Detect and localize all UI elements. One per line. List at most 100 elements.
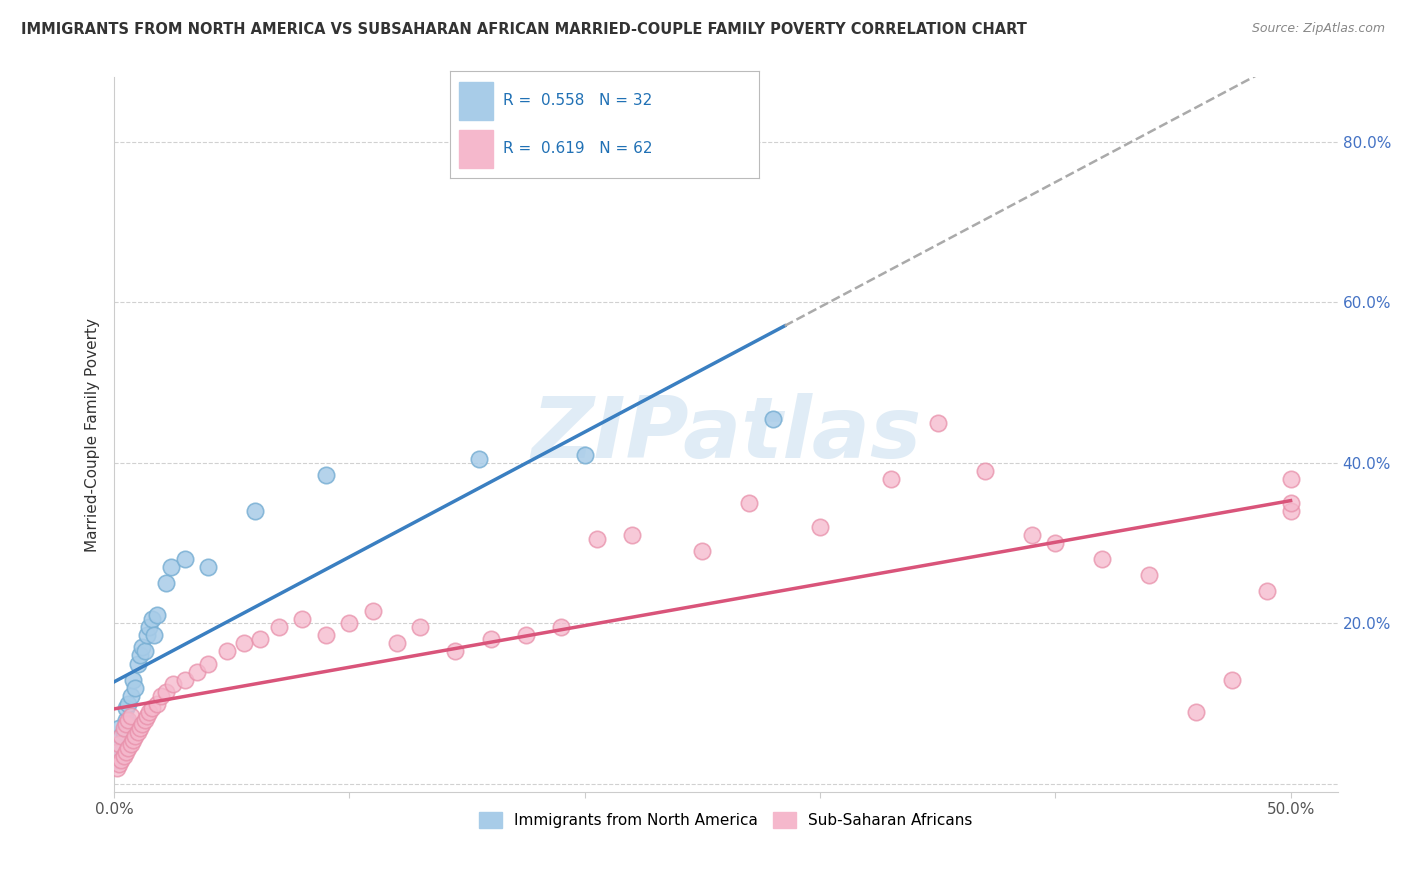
- Point: [120, 737, 142, 751]
- Point: [112, 724, 135, 739]
- Text: Source: ZipAtlas.com: Source: ZipAtlas.com: [1251, 22, 1385, 36]
- Point: [108, 756, 131, 771]
- Point: [115, 716, 138, 731]
- Point: [479, 632, 502, 647]
- Point: [117, 716, 139, 731]
- Point: [692, 544, 714, 558]
- Point: [808, 520, 831, 534]
- Point: [620, 528, 643, 542]
- Point: [115, 700, 138, 714]
- Point: [105, 753, 128, 767]
- Point: [762, 411, 785, 425]
- Point: [141, 700, 163, 714]
- Text: R =  0.619   N = 62: R = 0.619 N = 62: [502, 142, 652, 156]
- Legend: Immigrants from North America, Sub-Saharan Africans: Immigrants from North America, Sub-Sahar…: [472, 806, 979, 834]
- Text: ZIPatlas: ZIPatlas: [531, 393, 921, 476]
- Point: [197, 657, 219, 671]
- Point: [173, 673, 195, 687]
- Point: [112, 721, 135, 735]
- Point: [129, 721, 152, 735]
- Point: [315, 467, 337, 482]
- Point: [574, 448, 596, 462]
- Point: [927, 416, 949, 430]
- Point: [1256, 584, 1278, 599]
- Point: [515, 628, 537, 642]
- Bar: [460, 130, 494, 168]
- Point: [155, 684, 177, 698]
- Point: [973, 464, 995, 478]
- Point: [127, 657, 149, 671]
- Point: [105, 732, 128, 747]
- Point: [1279, 504, 1302, 518]
- Point: [117, 697, 139, 711]
- Point: [117, 713, 139, 727]
- Text: R =  0.558   N = 32: R = 0.558 N = 32: [502, 94, 652, 108]
- Text: IMMIGRANTS FROM NORTH AMERICA VS SUBSAHARAN AFRICAN MARRIED-COUPLE FAMILY POVERT: IMMIGRANTS FROM NORTH AMERICA VS SUBSAHA…: [21, 22, 1026, 37]
- Point: [385, 636, 408, 650]
- Point: [1185, 705, 1208, 719]
- Point: [550, 620, 572, 634]
- Point: [120, 689, 142, 703]
- Point: [124, 729, 146, 743]
- Point: [145, 697, 167, 711]
- Point: [232, 636, 254, 650]
- Point: [129, 648, 152, 663]
- Point: [217, 644, 239, 658]
- Point: [145, 608, 167, 623]
- Point: [585, 532, 607, 546]
- Point: [141, 612, 163, 626]
- Point: [1279, 496, 1302, 510]
- Point: [105, 745, 128, 759]
- Point: [879, 472, 901, 486]
- Point: [122, 673, 145, 687]
- Point: [112, 748, 135, 763]
- Point: [120, 708, 142, 723]
- Point: [267, 620, 290, 634]
- Point: [110, 753, 132, 767]
- Point: [1279, 472, 1302, 486]
- Point: [131, 640, 153, 655]
- Point: [159, 560, 181, 574]
- Y-axis label: Married-Couple Family Poverty: Married-Couple Family Poverty: [86, 318, 100, 551]
- Point: [150, 689, 173, 703]
- Point: [1139, 568, 1161, 582]
- Point: [136, 628, 159, 642]
- Point: [131, 716, 153, 731]
- Point: [173, 552, 195, 566]
- Point: [1045, 536, 1067, 550]
- Point: [143, 628, 166, 642]
- Point: [444, 644, 467, 658]
- Point: [110, 745, 132, 759]
- Point: [108, 740, 131, 755]
- Point: [245, 504, 267, 518]
- Point: [291, 612, 314, 626]
- Point: [117, 740, 139, 755]
- Point: [108, 737, 131, 751]
- Point: [122, 732, 145, 747]
- Bar: [460, 82, 494, 120]
- Point: [127, 724, 149, 739]
- Point: [361, 604, 384, 618]
- Point: [1021, 528, 1043, 542]
- Point: [134, 713, 156, 727]
- Point: [110, 729, 132, 743]
- Point: [108, 721, 131, 735]
- Point: [1220, 673, 1243, 687]
- Point: [1091, 552, 1114, 566]
- Point: [134, 644, 156, 658]
- Point: [315, 628, 337, 642]
- Point: [339, 616, 361, 631]
- Point: [115, 745, 138, 759]
- Point: [162, 676, 184, 690]
- Point: [155, 576, 177, 591]
- Point: [124, 681, 146, 695]
- Point: [738, 496, 761, 510]
- Point: [468, 451, 491, 466]
- Point: [249, 632, 271, 647]
- Point: [409, 620, 432, 634]
- Point: [138, 620, 160, 634]
- Point: [105, 761, 128, 775]
- Point: [115, 713, 138, 727]
- Point: [197, 560, 219, 574]
- Point: [110, 729, 132, 743]
